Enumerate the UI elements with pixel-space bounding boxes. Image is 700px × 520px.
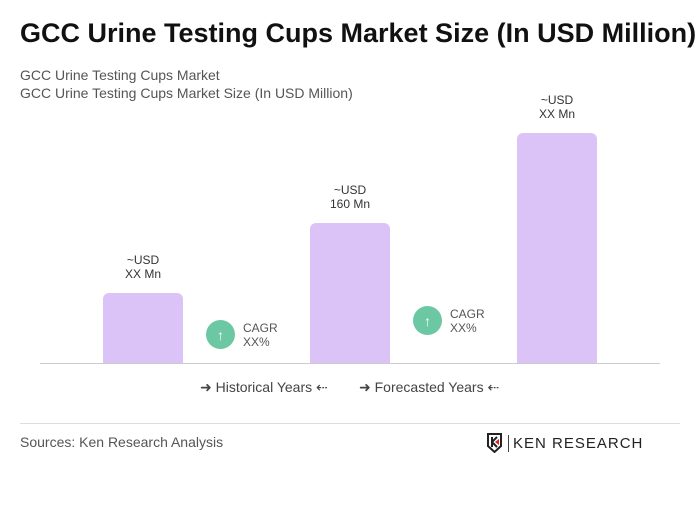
data-label-line: ~USD [540,92,574,107]
data-label-line: XX Mn [124,267,161,281]
data-label: ~USD XX Mn [497,93,617,121]
data-label-line: ~USD [126,253,160,267]
data-label-line: XX Mn [538,106,575,121]
bar [103,293,183,363]
cagr-text: CAGR XX% [243,320,278,349]
arrow-left-icon: ⇠ [316,379,328,395]
data-label: ~USD XX Mn [83,253,203,281]
bar [517,132,597,363]
divider [20,423,680,424]
cagr-text: CAGR XX% [450,306,485,335]
page-title: GCC Urine Testing Cups Market Size (In U… [20,18,697,48]
data-label-line: ~USD [333,183,367,197]
subtitle: GCC Urine Testing Cups Market [20,67,220,83]
legend-historical: ➜ Historical Years ⇠ [200,379,328,395]
source-text: Sources: Ken Research Analysis [20,434,224,450]
data-label-line: 160 Mn [329,197,371,211]
logo-icon [487,433,502,453]
ken-research-logo: KEN RESEARCH [486,433,643,453]
subtitle-secondary: GCC Urine Testing Cups Market Size (In U… [20,85,353,101]
legend-forecasted: ➜ Forecasted Years ⇠ [359,379,500,395]
arrow-right-icon: ➜ [200,379,212,395]
cagr-annotation: ↑ CAGR XX% [413,306,485,335]
arrow-up-icon: ↑ [206,320,235,349]
x-axis [40,363,660,364]
cagr-annotation: ↑ CAGR XX% [206,320,278,349]
arrow-up-icon: ↑ [413,306,442,335]
bar [310,223,390,363]
arrow-left-icon: ⇠ [487,379,500,395]
data-label: ~USD 160 Mn [290,183,410,211]
arrow-right-icon: ➜ [359,379,371,395]
